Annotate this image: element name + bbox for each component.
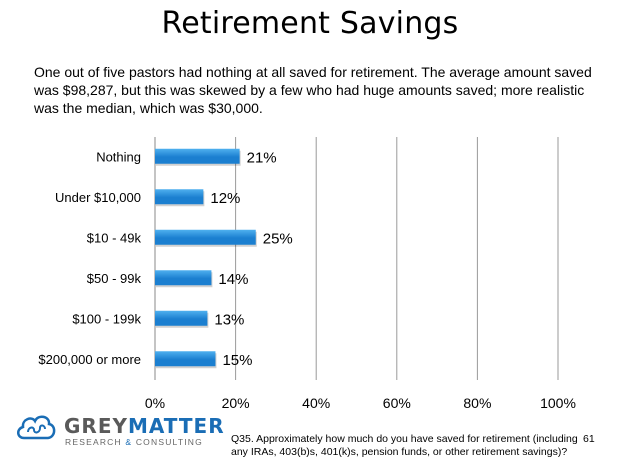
logo-name: GREYMATTER <box>64 414 225 438</box>
logo-name-grey: GREY <box>64 414 128 438</box>
y-category-label: Nothing <box>96 149 141 164</box>
gridlines <box>154 137 559 380</box>
data-label: 21% <box>247 149 277 166</box>
y-category-label: Under $10,000 <box>55 190 141 205</box>
x-tick-label: 100% <box>540 395 576 411</box>
y-category-label: $100 - 199k <box>72 311 141 326</box>
logo-tagline-research: RESEARCH <box>65 437 122 447</box>
data-label: 12% <box>210 190 240 207</box>
x-tick-label: 80% <box>463 395 491 411</box>
logo-name-matter: MATTER <box>127 414 225 438</box>
data-label: 25% <box>263 230 293 247</box>
page-number: 61 <box>583 433 595 445</box>
data-label: 13% <box>214 311 244 328</box>
bars <box>155 148 257 369</box>
x-tick-label: 60% <box>383 395 411 411</box>
bar <box>155 270 212 286</box>
greymatter-logo: GREYMATTER RESEARCH & CONSULTING <box>14 408 224 458</box>
bar <box>155 229 256 245</box>
bar <box>155 148 240 164</box>
chart-subtitle: One out of five pastors had nothing at a… <box>34 64 592 116</box>
y-category-label: $200,000 or more <box>38 352 141 367</box>
y-category-label: $50 - 99k <box>87 271 142 286</box>
bar <box>155 189 204 205</box>
x-tick-label: 0% <box>145 395 165 411</box>
data-label: 14% <box>218 271 248 288</box>
labels: 0% 20% 40% 60% 80% 100% Nothing 21% Under $10,00… <box>38 149 576 411</box>
bar <box>155 310 208 326</box>
cloud-brain-icon <box>17 415 56 440</box>
x-tick-label: 20% <box>222 395 250 411</box>
logo-tagline-amp: & <box>125 437 133 447</box>
question-footnote: Q35. Approximately how much do you have … <box>231 433 578 458</box>
bar <box>155 351 216 367</box>
logo-tagline: RESEARCH & CONSULTING <box>65 437 203 447</box>
logo-tagline-consulting: CONSULTING <box>135 437 203 447</box>
data-label: 15% <box>222 352 252 369</box>
y-category-label: $10 - 49k <box>87 230 142 245</box>
x-tick-label: 40% <box>302 395 330 411</box>
chart-title: Retirement Savings <box>161 6 459 41</box>
